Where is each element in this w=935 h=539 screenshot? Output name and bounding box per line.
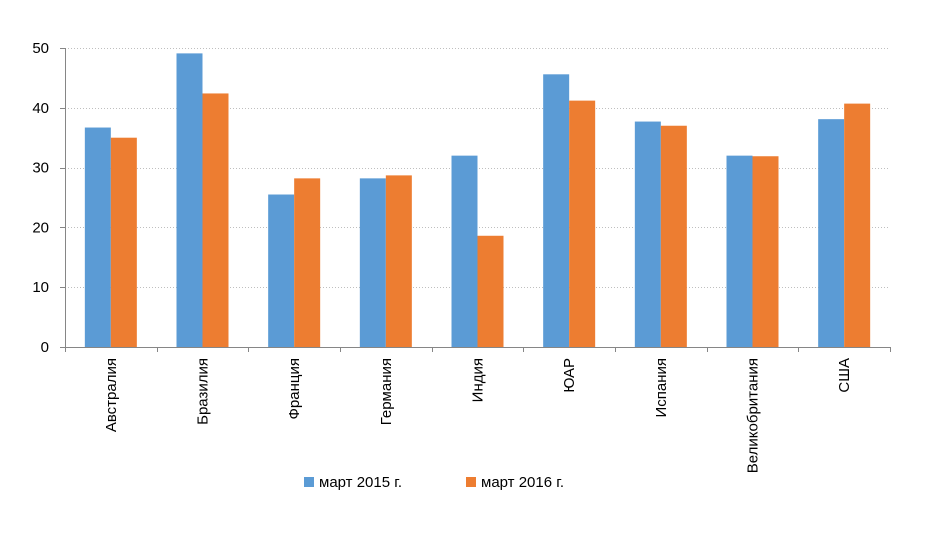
x-category-label: Индия [470,358,487,402]
y-tick-label: 20 [32,219,49,236]
bar-series1 [176,53,203,348]
bar-series1 [634,121,661,347]
axes [60,48,891,352]
bar-series2 [660,125,687,348]
x-axis-labels: Австралия Бразилия Франция Германия Индия ЮАР… [103,358,853,473]
bar-series2 [844,103,871,347]
legend: март 2015 г. март 2016 г. [304,474,564,491]
x-category-label: Германия [378,358,395,425]
bar-series1 [359,178,386,347]
y-tick-label: 50 [32,40,49,57]
x-category-label: Франция [286,358,303,419]
bar-series1 [726,155,753,347]
bar-series2 [294,178,321,347]
bar-series1 [543,74,570,347]
x-category-label: Бразилия [195,358,212,425]
legend-swatch [304,477,314,487]
x-category-label: Великобритания [745,358,762,473]
bars [84,53,871,348]
x-category-label: США [836,358,853,393]
bar-series1 [268,194,295,347]
y-tick-label: 30 [32,160,49,177]
legend-label: март 2016 г. [481,474,564,491]
legend-swatch [466,477,476,487]
bar-series2 [752,156,779,347]
bar-series2 [569,100,596,348]
bar-series2 [477,235,504,347]
bar-series2 [110,137,137,347]
x-category-label: Испания [653,358,670,418]
bar-series1 [84,127,111,347]
y-tick-label: 10 [32,279,49,296]
x-category-label: Австралия [103,358,120,432]
bar-series1 [818,119,845,347]
bar-series1 [451,155,478,347]
y-tick-label: 40 [32,100,49,117]
legend-label: март 2015 г. [319,474,402,491]
x-category-label: ЮАР [561,358,578,393]
bar-series2 [385,175,412,347]
bar-series2 [202,93,229,347]
y-tick-label: 0 [41,339,49,356]
y-axis-ticks: 0 10 20 30 40 50 [32,40,49,356]
